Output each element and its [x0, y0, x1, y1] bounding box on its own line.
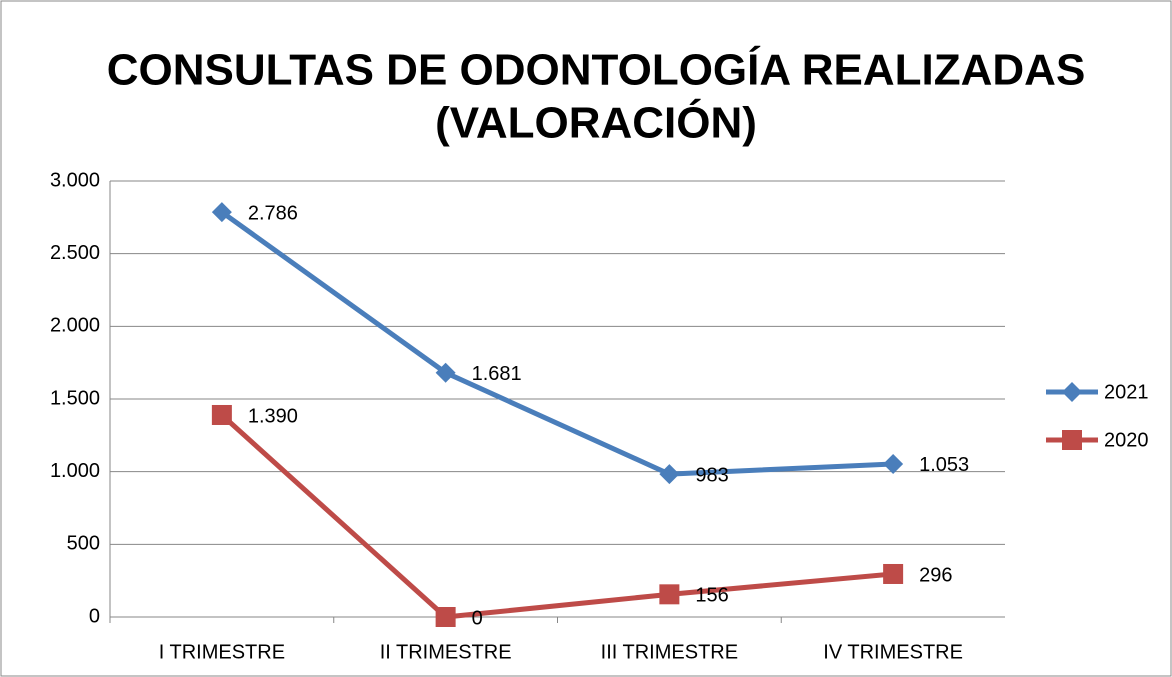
- data-label: 296: [919, 564, 952, 586]
- data-label: 2.786: [248, 202, 298, 224]
- y-tick-label: 1.000: [50, 460, 100, 482]
- data-label: 1.390: [248, 405, 298, 427]
- y-tick-label: 500: [67, 533, 100, 555]
- series-line: [220, 413, 894, 620]
- y-tick-label: 2.000: [50, 315, 100, 337]
- data-label: 1.681: [472, 363, 522, 385]
- data-label: 156: [695, 585, 728, 607]
- data-label: 1.053: [919, 454, 969, 476]
- data-point: [435, 362, 456, 383]
- chart-title: (VALORACIÓN): [435, 98, 757, 148]
- data-point: [883, 563, 904, 584]
- y-tick-label: 0: [89, 605, 100, 627]
- legend-marker: [1062, 382, 1082, 402]
- x-tick-label: IV TRIMESTRE: [823, 641, 963, 663]
- data-point: [435, 607, 456, 627]
- y-tick-label: 3.000: [50, 169, 100, 191]
- data-point: [883, 453, 904, 474]
- y-tick-label: 1.500: [50, 387, 100, 409]
- x-tick-label: II TRIMESTRE: [380, 641, 512, 663]
- series-line: [220, 210, 894, 477]
- legend-label: 2020: [1104, 429, 1149, 451]
- chart-title: CONSULTAS DE ODONTOLOGÍA REALIZADAS: [107, 45, 1086, 95]
- data-label: 983: [695, 464, 728, 486]
- data-point: [211, 404, 232, 425]
- data-label: 0: [472, 607, 483, 629]
- legend-label: 2021: [1104, 381, 1149, 403]
- x-tick-label: III TRIMESTRE: [601, 641, 738, 663]
- data-point: [659, 464, 680, 485]
- x-tick-label: I TRIMESTRE: [159, 641, 285, 663]
- data-point: [211, 202, 232, 223]
- legend-marker: [1062, 430, 1082, 450]
- data-point: [659, 584, 680, 605]
- y-tick-label: 2.500: [50, 242, 100, 264]
